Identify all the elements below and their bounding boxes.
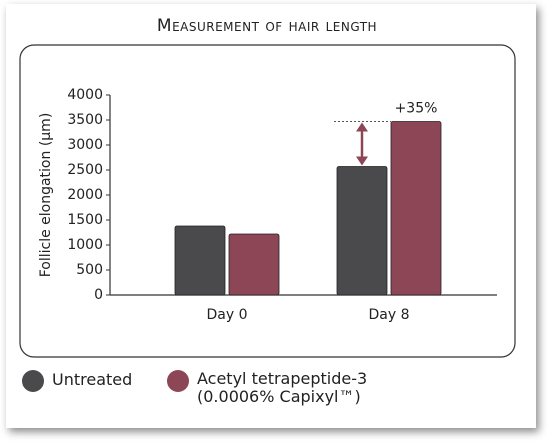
legend-item: Untreated: [22, 370, 132, 392]
y-tick-label: 0: [94, 287, 103, 303]
bar: [390, 121, 442, 296]
bar: [228, 233, 280, 296]
y-tick-label: 4000: [67, 87, 103, 103]
legend-label: Untreated: [52, 370, 133, 389]
chart-box: [19, 44, 516, 358]
arrow-head: [356, 122, 368, 132]
bar: [174, 225, 226, 296]
y-tick-label: 1500: [67, 212, 103, 228]
x-tick-label: Day 8: [368, 307, 409, 323]
arrow-head: [356, 156, 368, 166]
y-axis-label: Follicle elongation (µm): [38, 113, 54, 278]
y-tick-label: 3500: [67, 112, 103, 128]
chart-title: Measurement of hair length: [157, 16, 377, 36]
legend-item: Acetyl tetrapeptide-3 (0.0006% Capixyl™): [167, 370, 397, 406]
y-tick-label: 2000: [67, 187, 103, 203]
y-tick-label: 500: [76, 262, 103, 278]
legend-label: Acetyl tetrapeptide-3 (0.0006% Capixyl™): [197, 369, 368, 406]
annotation: +35%: [395, 101, 438, 117]
y-tick-label: 1000: [67, 237, 103, 253]
bar: [336, 166, 388, 296]
legend-swatch: [167, 370, 189, 392]
legend-swatch: [22, 370, 44, 392]
y-tick-label: 2500: [67, 162, 103, 178]
x-tick-label: Day 0: [206, 307, 247, 323]
y-tick-label: 3000: [67, 137, 103, 153]
